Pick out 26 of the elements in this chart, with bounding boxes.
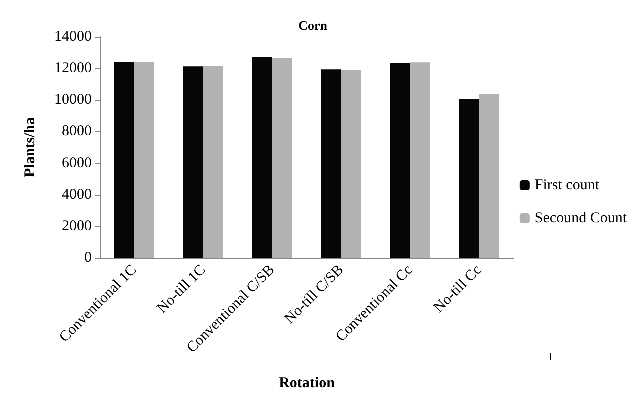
y-tick-label: 6000 (62, 155, 92, 172)
y-tick-label: 0 (84, 250, 92, 266)
y-axis-title: Plants/ha (22, 116, 38, 178)
bar (342, 70, 362, 258)
y-tick-label: 2000 (62, 218, 92, 234)
bar (410, 62, 431, 258)
bar (390, 63, 410, 258)
bar (183, 66, 204, 258)
bar (459, 99, 480, 258)
x-axis-title: Rotation (279, 376, 336, 392)
bar (134, 62, 155, 258)
y-tick-label: 14000 (54, 29, 92, 45)
bar (480, 94, 500, 258)
legend-label: First count (534, 178, 600, 194)
bar (114, 62, 134, 258)
bar (252, 58, 272, 258)
legend-label: Secound Count (534, 210, 628, 226)
y-tick-label: 12000 (54, 60, 92, 77)
text: 1 (548, 352, 554, 364)
y-tick-label: 4000 (62, 186, 92, 203)
y-tick-label: 10000 (54, 92, 92, 108)
bar (204, 66, 224, 258)
bar (272, 58, 293, 258)
y-tick-label: 8000 (62, 124, 92, 140)
chart-title: Corn (298, 18, 328, 33)
bar (321, 70, 342, 258)
